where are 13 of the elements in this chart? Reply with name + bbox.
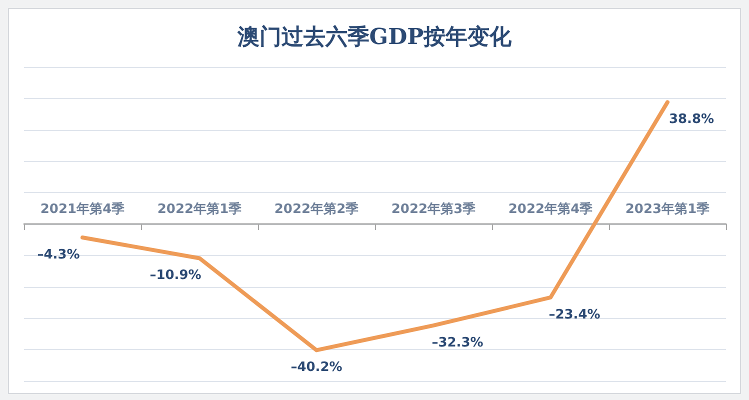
x-tick-label: 2022年第1季: [157, 201, 242, 217]
data-label: –23.4%: [548, 307, 600, 322]
data-label: 38.8%: [668, 112, 714, 128]
data-label: –40.2%: [290, 360, 342, 376]
chart-title: 澳门过去六季GDP按年变化: [236, 24, 513, 50]
x-tick-label: 2021年第4季: [40, 201, 125, 217]
data-label: –32.3%: [432, 335, 484, 350]
x-tick-label: 2022年第3季: [391, 201, 476, 217]
x-tick-label: 2022年第2季: [274, 201, 359, 217]
x-tick-label: 2022年第4季: [508, 201, 593, 217]
data-label: –10.9%: [150, 268, 202, 284]
x-tick-label: 2023年第1季: [625, 201, 710, 217]
data-label: –4.3%: [37, 248, 80, 262]
